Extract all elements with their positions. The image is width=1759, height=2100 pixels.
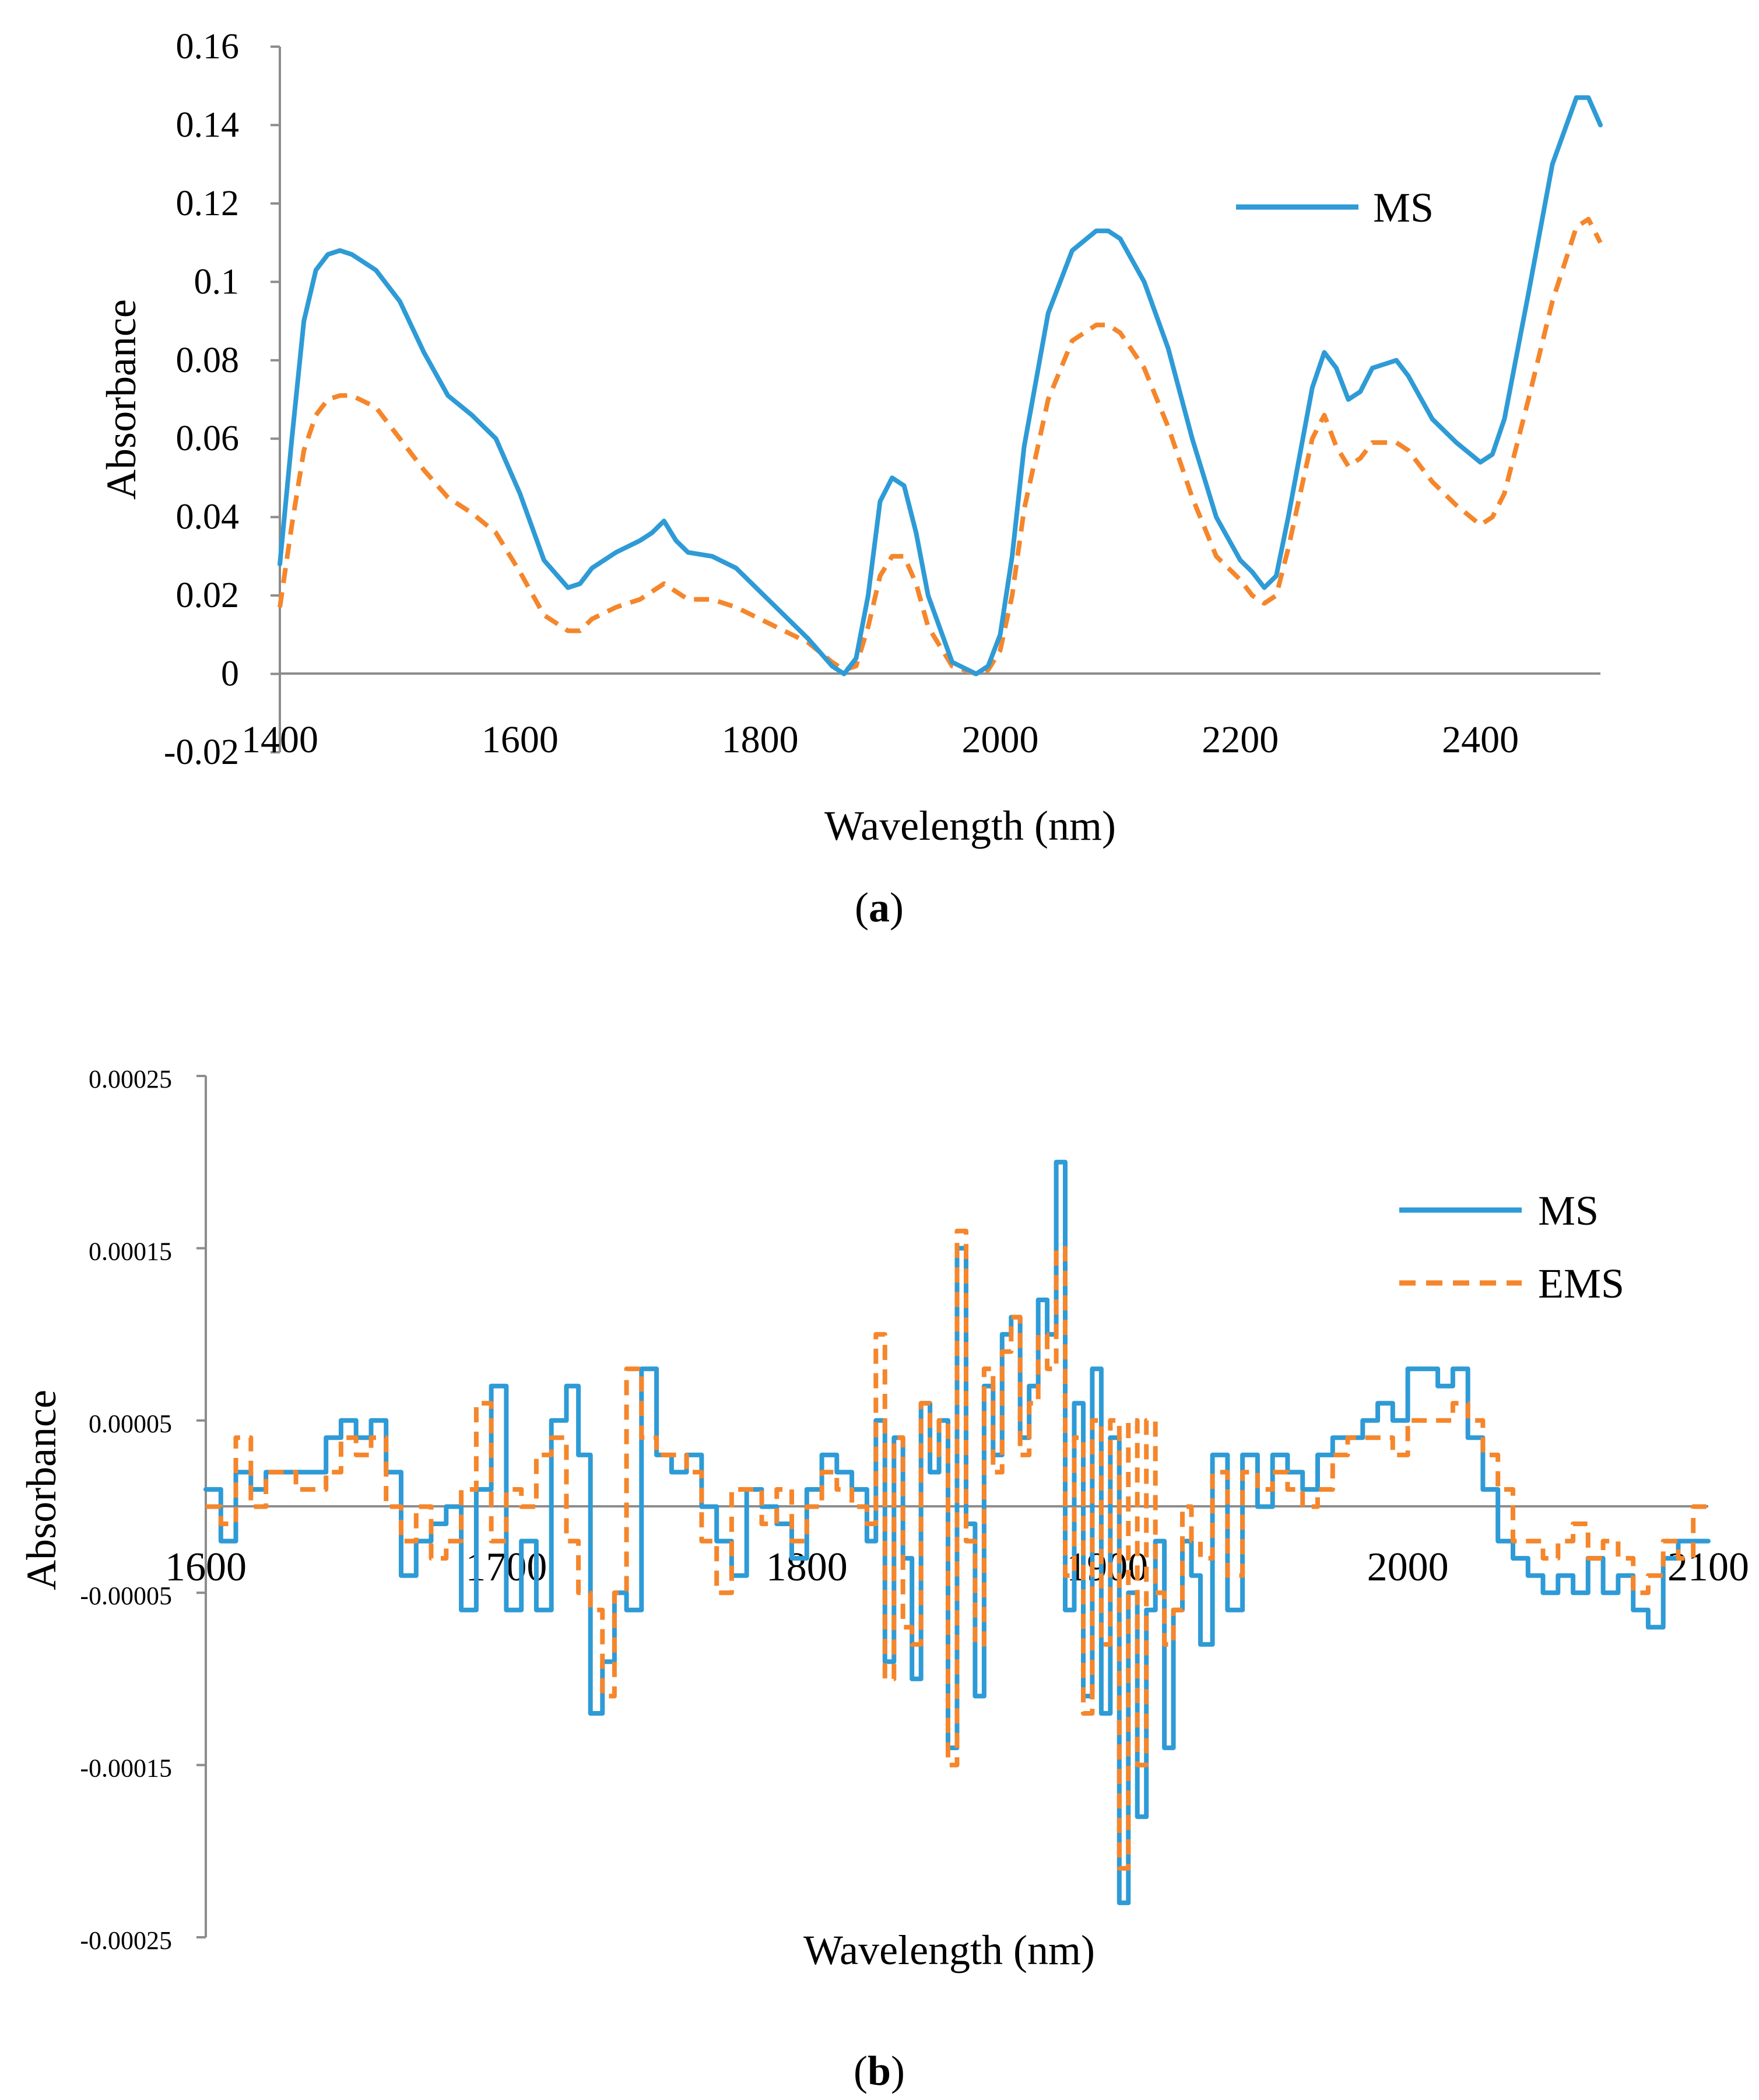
- a-y-tick-label: 0.04: [176, 497, 240, 537]
- a-y-tick-label: -0.02: [164, 732, 239, 772]
- a-caption: (a): [855, 884, 904, 931]
- a-x-tick-label: 2000: [961, 718, 1038, 761]
- b-legend-label-ems: EMS: [1538, 1260, 1624, 1307]
- a-y-tick-label: 0.06: [176, 419, 240, 458]
- a-x-tick-label: 1800: [722, 718, 799, 761]
- a-y-tick-label: 0.14: [176, 105, 240, 145]
- a-caption-label: a: [869, 884, 890, 931]
- b-y-tick-label: -0.00025: [80, 1926, 172, 1955]
- b-y-axis-title: Absorbance: [18, 1390, 65, 1590]
- a-x-tick-label: 1600: [482, 718, 559, 761]
- a-x-tick-label: 1400: [241, 718, 318, 761]
- b-y-tick-label: 0.00005: [89, 1410, 172, 1438]
- b-y-tick-label: -0.00005: [80, 1582, 172, 1610]
- a-series-line-secondary: [278, 216, 1603, 676]
- b-caption: (b): [854, 2048, 905, 2094]
- a-y-ticks: 0.16 0.14 0.12 0.1 0.08 0.06 0.04 0.02 0 -0.02: [164, 27, 280, 772]
- b-x-axis-title: Wavelength (nm): [803, 1927, 1095, 1973]
- a-y-tick-label: 0: [221, 654, 239, 694]
- a-x-tick-label: 2200: [1202, 718, 1279, 761]
- b-caption-label: b: [868, 2048, 891, 2094]
- b-legend: MS EMS: [1399, 1187, 1624, 1307]
- b-y-tick-label: -0.00015: [80, 1754, 172, 1783]
- b-series-line-ms: [203, 1159, 1711, 1905]
- a-y-tick-label: 0.12: [176, 184, 240, 223]
- b-x-tick-label: 1600: [165, 1545, 247, 1590]
- b-y-tick-label: 0.00015: [89, 1237, 172, 1265]
- a-legend-label-ms: MS: [1373, 184, 1434, 231]
- b-y-ticks: 0.00025 0.00015 0.00005 -0.00005 -0.00015 -0.…: [80, 1065, 206, 1955]
- panel-b: 0.00025 0.00015 0.00005 -0.00005 -0.00015 -0.…: [18, 1065, 1749, 2094]
- a-y-tick-label: 0.1: [194, 262, 240, 301]
- a-y-axis-title: Absorbance: [98, 299, 145, 500]
- a-y-tick-label: 0.08: [176, 341, 240, 380]
- a-legend: MS: [1236, 184, 1434, 231]
- b-series-line-ems: [206, 1228, 1708, 1871]
- a-y-tick-label: 0.02: [176, 576, 240, 615]
- a-y-tick-label: 0.16: [176, 27, 240, 66]
- a-x-axis-title: Wavelength (nm): [824, 802, 1116, 849]
- b-legend-label-ms: MS: [1538, 1187, 1599, 1234]
- panel-a: 0.16 0.14 0.12 0.1 0.08 0.06 0.04 0.02 0 -0.02 14…: [98, 27, 1603, 931]
- b-y-tick-label: 0.00025: [89, 1065, 172, 1093]
- b-x-tick-label: 1900: [1066, 1545, 1148, 1590]
- b-x-tick-label: 2000: [1367, 1545, 1449, 1590]
- b-series-lines: [203, 1159, 1711, 1905]
- b-x-tick-label: 2100: [1667, 1545, 1749, 1590]
- a-x-ticks: 1400 1600 1800 2000 2200 2400: [241, 718, 1519, 761]
- a-x-tick-label: 2400: [1442, 718, 1519, 761]
- a-series-line-ms: [278, 95, 1603, 676]
- a-series-lines: [278, 95, 1603, 676]
